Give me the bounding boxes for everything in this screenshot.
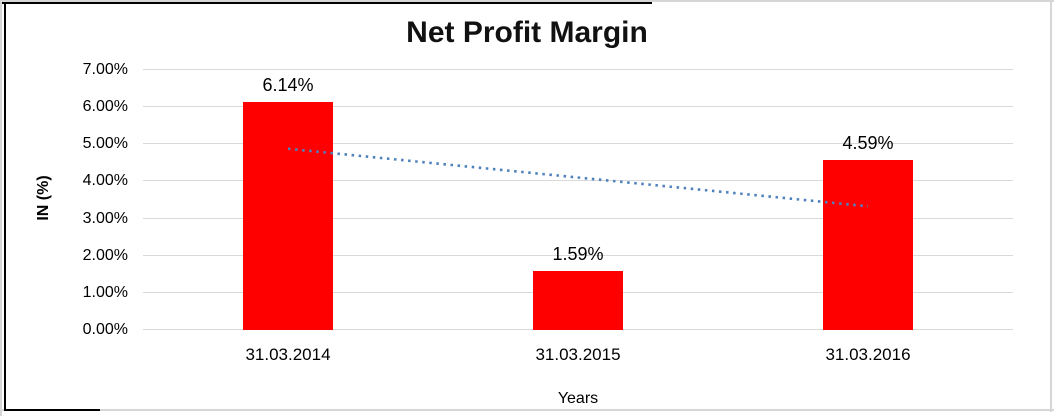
y-axis-title: IN (%) bbox=[35, 175, 52, 221]
bar-value-label: 4.59% bbox=[842, 132, 894, 153]
y-tick-label: 6.00% bbox=[82, 98, 128, 116]
frame-border-bottom-grey bbox=[0, 409, 1054, 411]
frame-border-left-grey bbox=[0, 0, 2, 416]
y-axis-labels: 0.00% 1.00% 2.00% 3.00% 4.00% 5.00% 6.00% 7.00% bbox=[20, 61, 128, 338]
y-tick-label: 7.00% bbox=[82, 61, 128, 78]
trendline bbox=[287, 147, 869, 208]
gridline bbox=[143, 254, 1013, 256]
bar bbox=[242, 101, 333, 330]
x-axis-title: Years bbox=[557, 390, 599, 407]
bar-value-label: 6.14% bbox=[262, 74, 314, 95]
y-tick-label: 5.00% bbox=[82, 135, 128, 153]
frame-border-right-grey bbox=[1050, 0, 1052, 412]
y-tick-label: 4.00% bbox=[82, 172, 128, 190]
bar bbox=[533, 270, 623, 330]
bar-value-label: 1.59% bbox=[552, 243, 604, 264]
x-tick-label: 31.03.2015 bbox=[535, 345, 621, 364]
x-tick-label: 31.03.2014 bbox=[245, 345, 331, 364]
frame-border-bottom-black bbox=[4, 409, 100, 411]
frame-border-top-black bbox=[0, 2, 652, 4]
gridline bbox=[143, 143, 1013, 145]
y-tick-label: 1.00% bbox=[82, 283, 128, 301]
bar bbox=[823, 159, 913, 330]
y-tick-label: 2.00% bbox=[82, 246, 128, 264]
chart-title: Net Profit Margin bbox=[406, 16, 648, 49]
x-tick-label: 31.03.2016 bbox=[825, 345, 911, 364]
frame-border-left-black bbox=[4, 2, 6, 410]
x-axis-labels: 31.03.2014 31.03.2015 31.03.2016 bbox=[143, 345, 1013, 365]
gridline bbox=[143, 217, 1013, 219]
trendline-svg bbox=[287, 147, 869, 208]
gridline bbox=[143, 106, 1013, 108]
gridline bbox=[143, 69, 1013, 70]
gridline bbox=[143, 180, 1013, 182]
y-tick-label: 3.00% bbox=[82, 209, 128, 227]
plot-area: 6.14% 1.59% 4.59% bbox=[143, 69, 1013, 330]
frame-border-top-grey bbox=[0, 0, 1054, 2]
y-tick-label: 0.00% bbox=[82, 321, 128, 338]
